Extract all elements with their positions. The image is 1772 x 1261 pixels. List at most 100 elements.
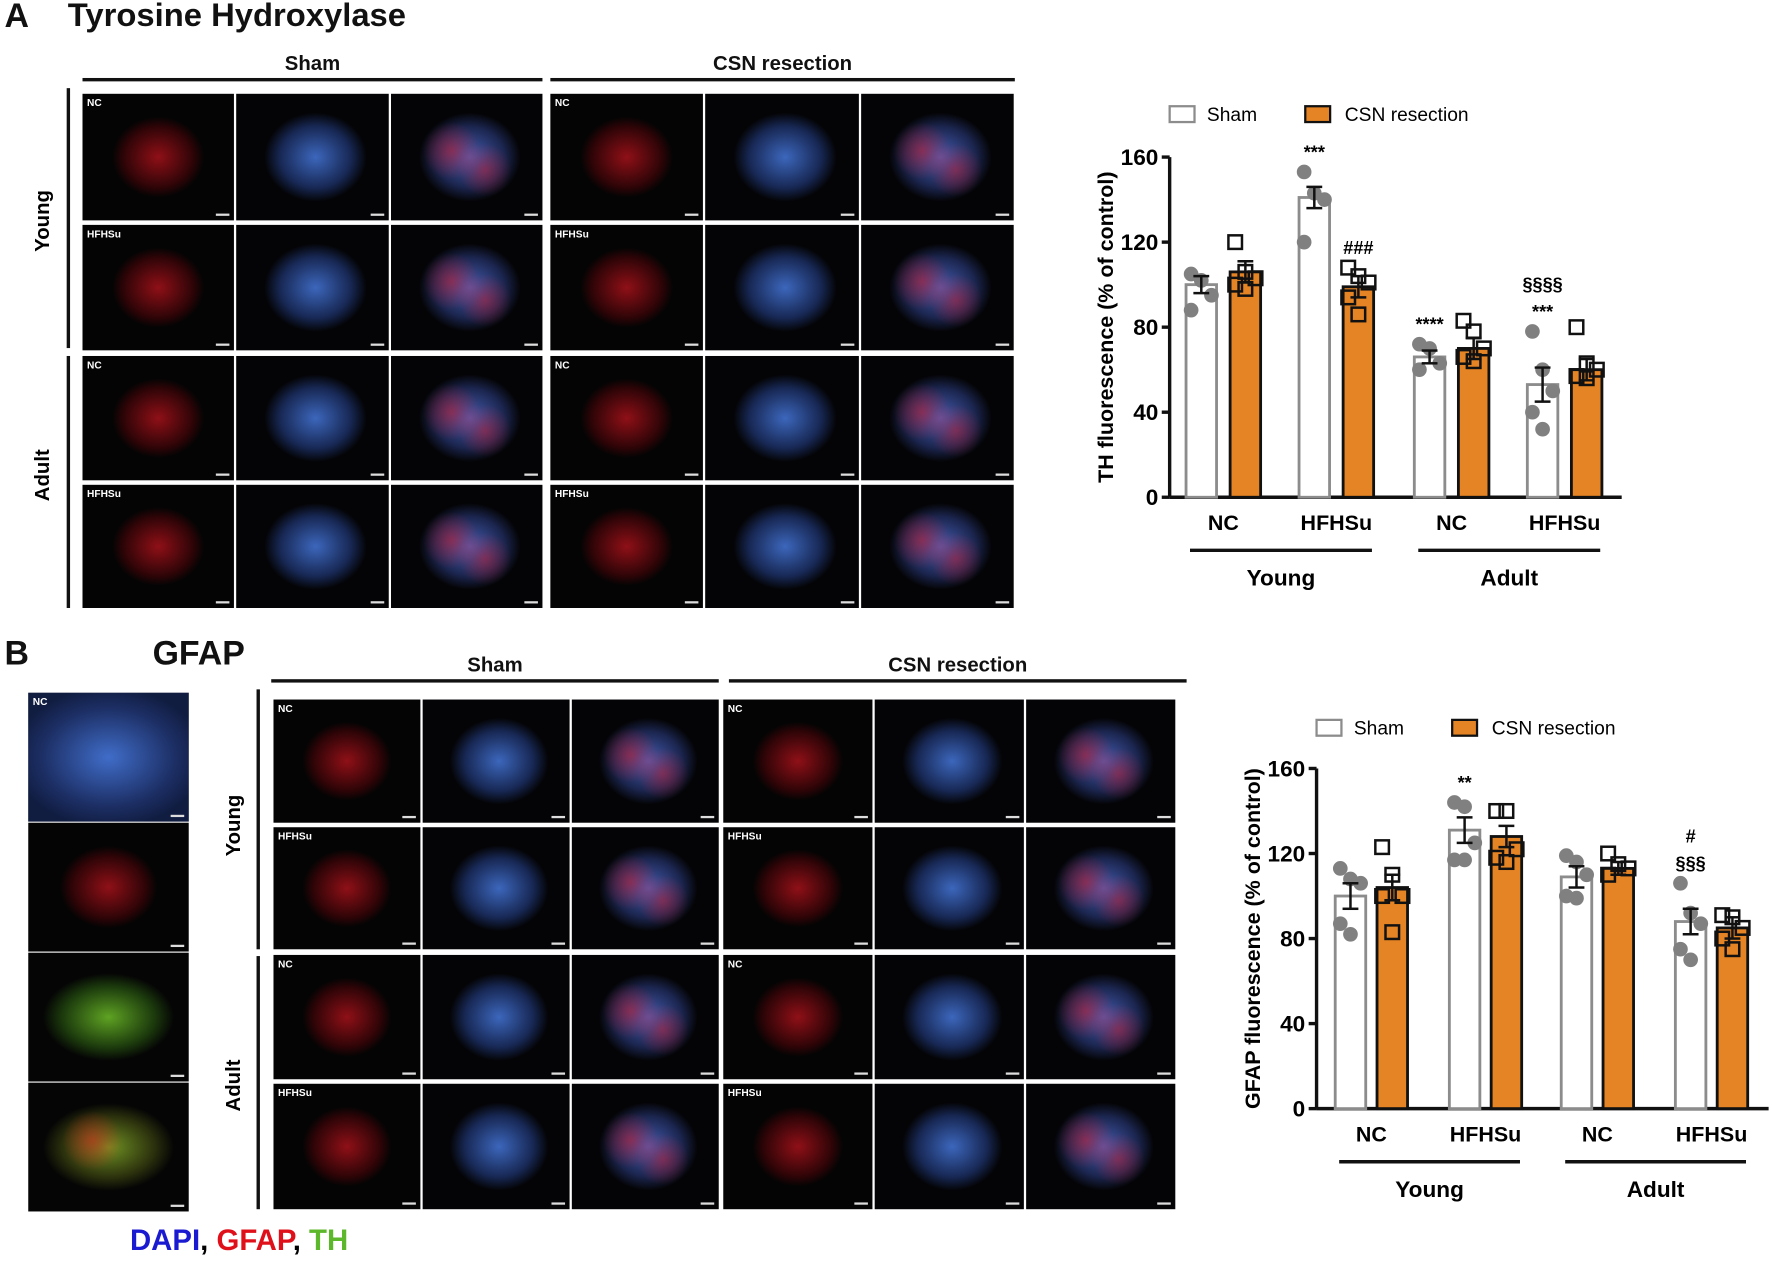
y-tick-label: 40: [1133, 400, 1158, 425]
legend-sham-label: Sham: [1354, 719, 1404, 740]
x-category-label: HFHSu: [1450, 1122, 1522, 1146]
bar-csn-resection: [1228, 270, 1263, 499]
panel-a-letter: A: [4, 0, 30, 36]
legend-csn-swatch: [1451, 718, 1479, 737]
tile-label: HFHSu: [554, 228, 589, 240]
scale-bar: [685, 473, 699, 476]
scale-bar: [700, 1072, 715, 1075]
scale-bar: [216, 473, 230, 476]
data-point-square: [1498, 853, 1515, 871]
scale-bar: [1157, 1202, 1171, 1205]
data-point-square: [1227, 234, 1244, 251]
panel-a-micrograph-blue: [236, 93, 389, 221]
scale-bar: [551, 942, 566, 945]
panel-b-micrograph-blue: [422, 699, 570, 823]
panel-a-micrograph-blue: [705, 484, 859, 608]
data-point-circle: [1332, 916, 1348, 932]
legend-csn-label: CSN resection: [1492, 719, 1616, 740]
data-point-circle: [1183, 302, 1199, 318]
panel-b-micrograph-blue: [874, 827, 1024, 950]
panel-b-micrograph-blue: [422, 827, 570, 950]
scale-bar: [1005, 815, 1020, 819]
scale-bar: [995, 473, 1010, 476]
stain-sep: ,: [292, 1222, 310, 1257]
panel-b-micrograph-blue: [874, 1083, 1024, 1210]
data-point-square: [1734, 919, 1751, 936]
data-point-square: [1394, 888, 1411, 905]
scale-bar: [402, 942, 416, 945]
data-point-circle: [1525, 404, 1540, 420]
y-tick-label: 0: [1293, 1097, 1306, 1122]
panel-a-micrograph-merge: [860, 484, 1014, 608]
x-group-label: Adult: [1627, 1177, 1685, 1202]
scale-bar: [700, 942, 715, 945]
x-category-label: HFHSu: [1676, 1122, 1748, 1146]
panel-b-left-micrograph: [28, 952, 189, 1082]
legend-csn-swatch: [1304, 105, 1332, 124]
data-point-circle: [1447, 852, 1462, 868]
tile-label: NC: [727, 958, 743, 970]
x-category-label: NC: [1208, 511, 1239, 535]
scale-bar: [402, 1072, 416, 1075]
significance-annotation: #: [1686, 827, 1696, 847]
tile-label: NC: [727, 702, 743, 715]
legend-csn-label: CSN resection: [1345, 105, 1469, 126]
panel-b-micrograph-red: NC: [273, 954, 421, 1080]
data-point-circle: [1317, 192, 1332, 207]
data-point-circle: [1579, 867, 1595, 883]
data-point-circle: [1296, 234, 1312, 250]
x-category-label: NC: [1356, 1122, 1387, 1146]
scale-bar: [402, 1202, 416, 1205]
scale-bar: [854, 1072, 868, 1075]
tile-label: NC: [554, 97, 570, 109]
panel-b-micrograph-merge: [571, 699, 719, 823]
panel-b-micrograph-blue: [874, 699, 1024, 823]
y-tick-label: 80: [1280, 926, 1305, 951]
tile-label: NC: [554, 359, 570, 371]
panel-b-young-label: Young: [222, 794, 245, 857]
data-point-square: [1227, 276, 1244, 293]
scale-bar: [370, 343, 384, 346]
tile-label: NC: [32, 696, 48, 708]
data-point-square: [1374, 888, 1391, 905]
y-tick-label: 120: [1121, 230, 1159, 255]
data-point-circle: [1457, 799, 1472, 815]
divider: [256, 689, 260, 950]
y-axis-label: TH fluorescence (% of control): [1094, 171, 1118, 482]
panel-b-micrograph-merge: [1026, 1083, 1176, 1210]
x-group-label: Young: [1395, 1177, 1464, 1202]
panel-a-micrograph-merge: [860, 224, 1014, 351]
scale-bar: [995, 601, 1010, 604]
data-point-circle: [1673, 875, 1688, 891]
panel-a-micrograph-red: NC: [550, 355, 704, 481]
significance-annotation: **: [1458, 773, 1473, 793]
scale-bar: [685, 213, 699, 216]
tile-label: HFHSu: [278, 830, 312, 842]
stain-dapi: DAPI: [129, 1222, 201, 1257]
panel-a-young-label: Young: [31, 190, 54, 252]
panel-b-letter: B: [4, 635, 30, 673]
legend-sham-swatch: [1315, 718, 1343, 737]
panel-b-micrograph-blue: [874, 954, 1024, 1080]
stain-th: TH: [309, 1222, 349, 1257]
scale-bar: [216, 213, 230, 216]
data-point-circle: [1683, 952, 1698, 968]
tile-label: NC: [278, 958, 293, 970]
divider: [66, 355, 71, 608]
scale-bar: [170, 814, 185, 818]
scale-bar: [700, 815, 715, 819]
data-point-square: [1488, 849, 1505, 866]
scale-bar: [995, 213, 1010, 216]
divider: [66, 88, 71, 349]
significance-annotation: §§§: [1676, 854, 1706, 874]
panel-b-micrograph-blue: [422, 954, 570, 1080]
panel-a-micrograph-blue: [236, 484, 389, 608]
divider: [271, 679, 719, 683]
data-point-square: [1455, 348, 1472, 365]
panel-a-micrograph-blue: [705, 224, 859, 351]
y-tick-label: 80: [1133, 315, 1158, 340]
x-category-label: NC: [1582, 1122, 1613, 1146]
data-point-square: [1568, 368, 1585, 385]
data-point-circle: [1422, 341, 1437, 356]
